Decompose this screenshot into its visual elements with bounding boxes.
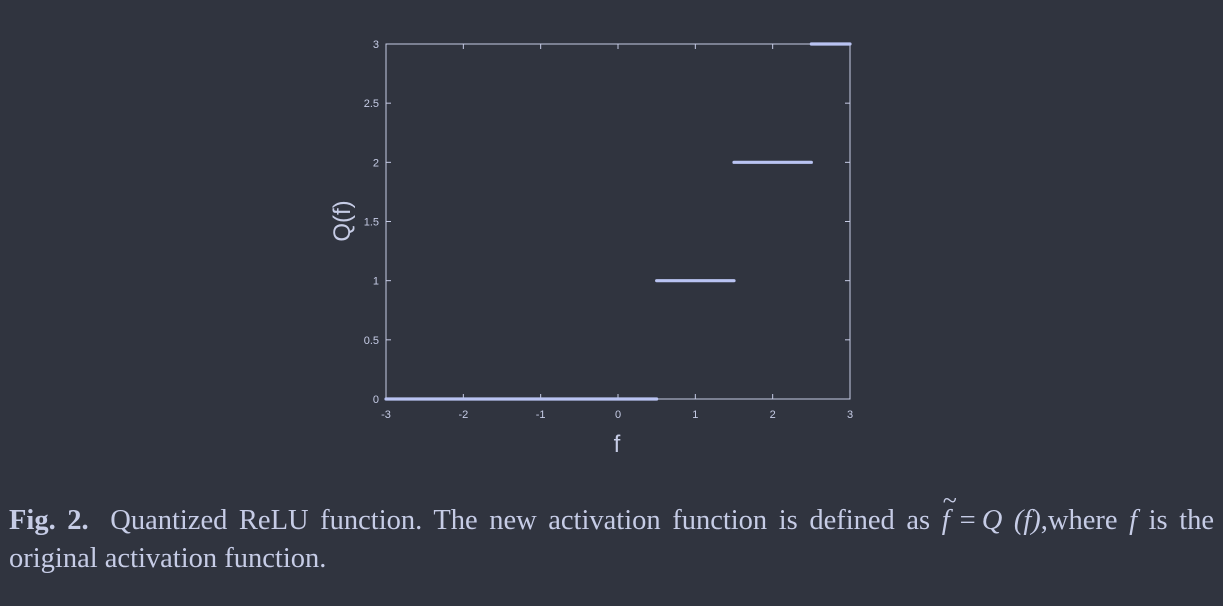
y-tick-label-2: 1 — [373, 276, 379, 288]
y-tick-label-6: 3 — [373, 39, 379, 51]
plot-area: -3 -2 -1 0 1 2 3 0 0.5 1 1.5 2 2.5 3 — [364, 39, 853, 421]
quantized-relu-chart: -3 -2 -1 0 1 2 3 0 0.5 1 1.5 2 2.5 3 f Q(f) — [329, 39, 853, 458]
y-tick-label-4: 2 — [373, 157, 379, 169]
x-tick-label-4: 1 — [692, 409, 698, 421]
caption-text-1: Quantized ReLU function. The new activat… — [110, 505, 931, 536]
x-tick-label-2: -1 — [536, 409, 546, 421]
x-tick-label-0: -3 — [381, 409, 391, 421]
y-tick-label-5: 2.5 — [364, 98, 379, 110]
y-axis-label: Q(f) — [329, 200, 356, 241]
caption-text-2: ,where — [1040, 505, 1118, 536]
caption-q: Q — [981, 505, 1003, 536]
caption-text-3: is the original activation function. — [9, 505, 1215, 574]
axes-frame — [385, 43, 851, 400]
caption-f: f — [1129, 505, 1138, 536]
caption-lead: Fig. 2. — [9, 505, 89, 536]
x-tick-label-5: 2 — [770, 409, 776, 421]
x-tick-label-1: -2 — [458, 409, 468, 421]
caption-f-tilde: f — [942, 482, 957, 540]
y-tick-label-3: 1.5 — [364, 217, 379, 229]
x-axis-label: f — [614, 431, 621, 458]
caption-q-arg: (f) — [1002, 505, 1041, 536]
x-tick-label-6: 3 — [847, 409, 853, 421]
caption-equals: = — [959, 505, 976, 536]
figure-caption: Fig. 2. Quantized ReLU function. The new… — [9, 482, 1215, 578]
y-tick-label-0: 0 — [373, 394, 379, 406]
y-tick-label-1: 0.5 — [364, 335, 379, 347]
x-tick-label-3: 0 — [615, 409, 621, 421]
